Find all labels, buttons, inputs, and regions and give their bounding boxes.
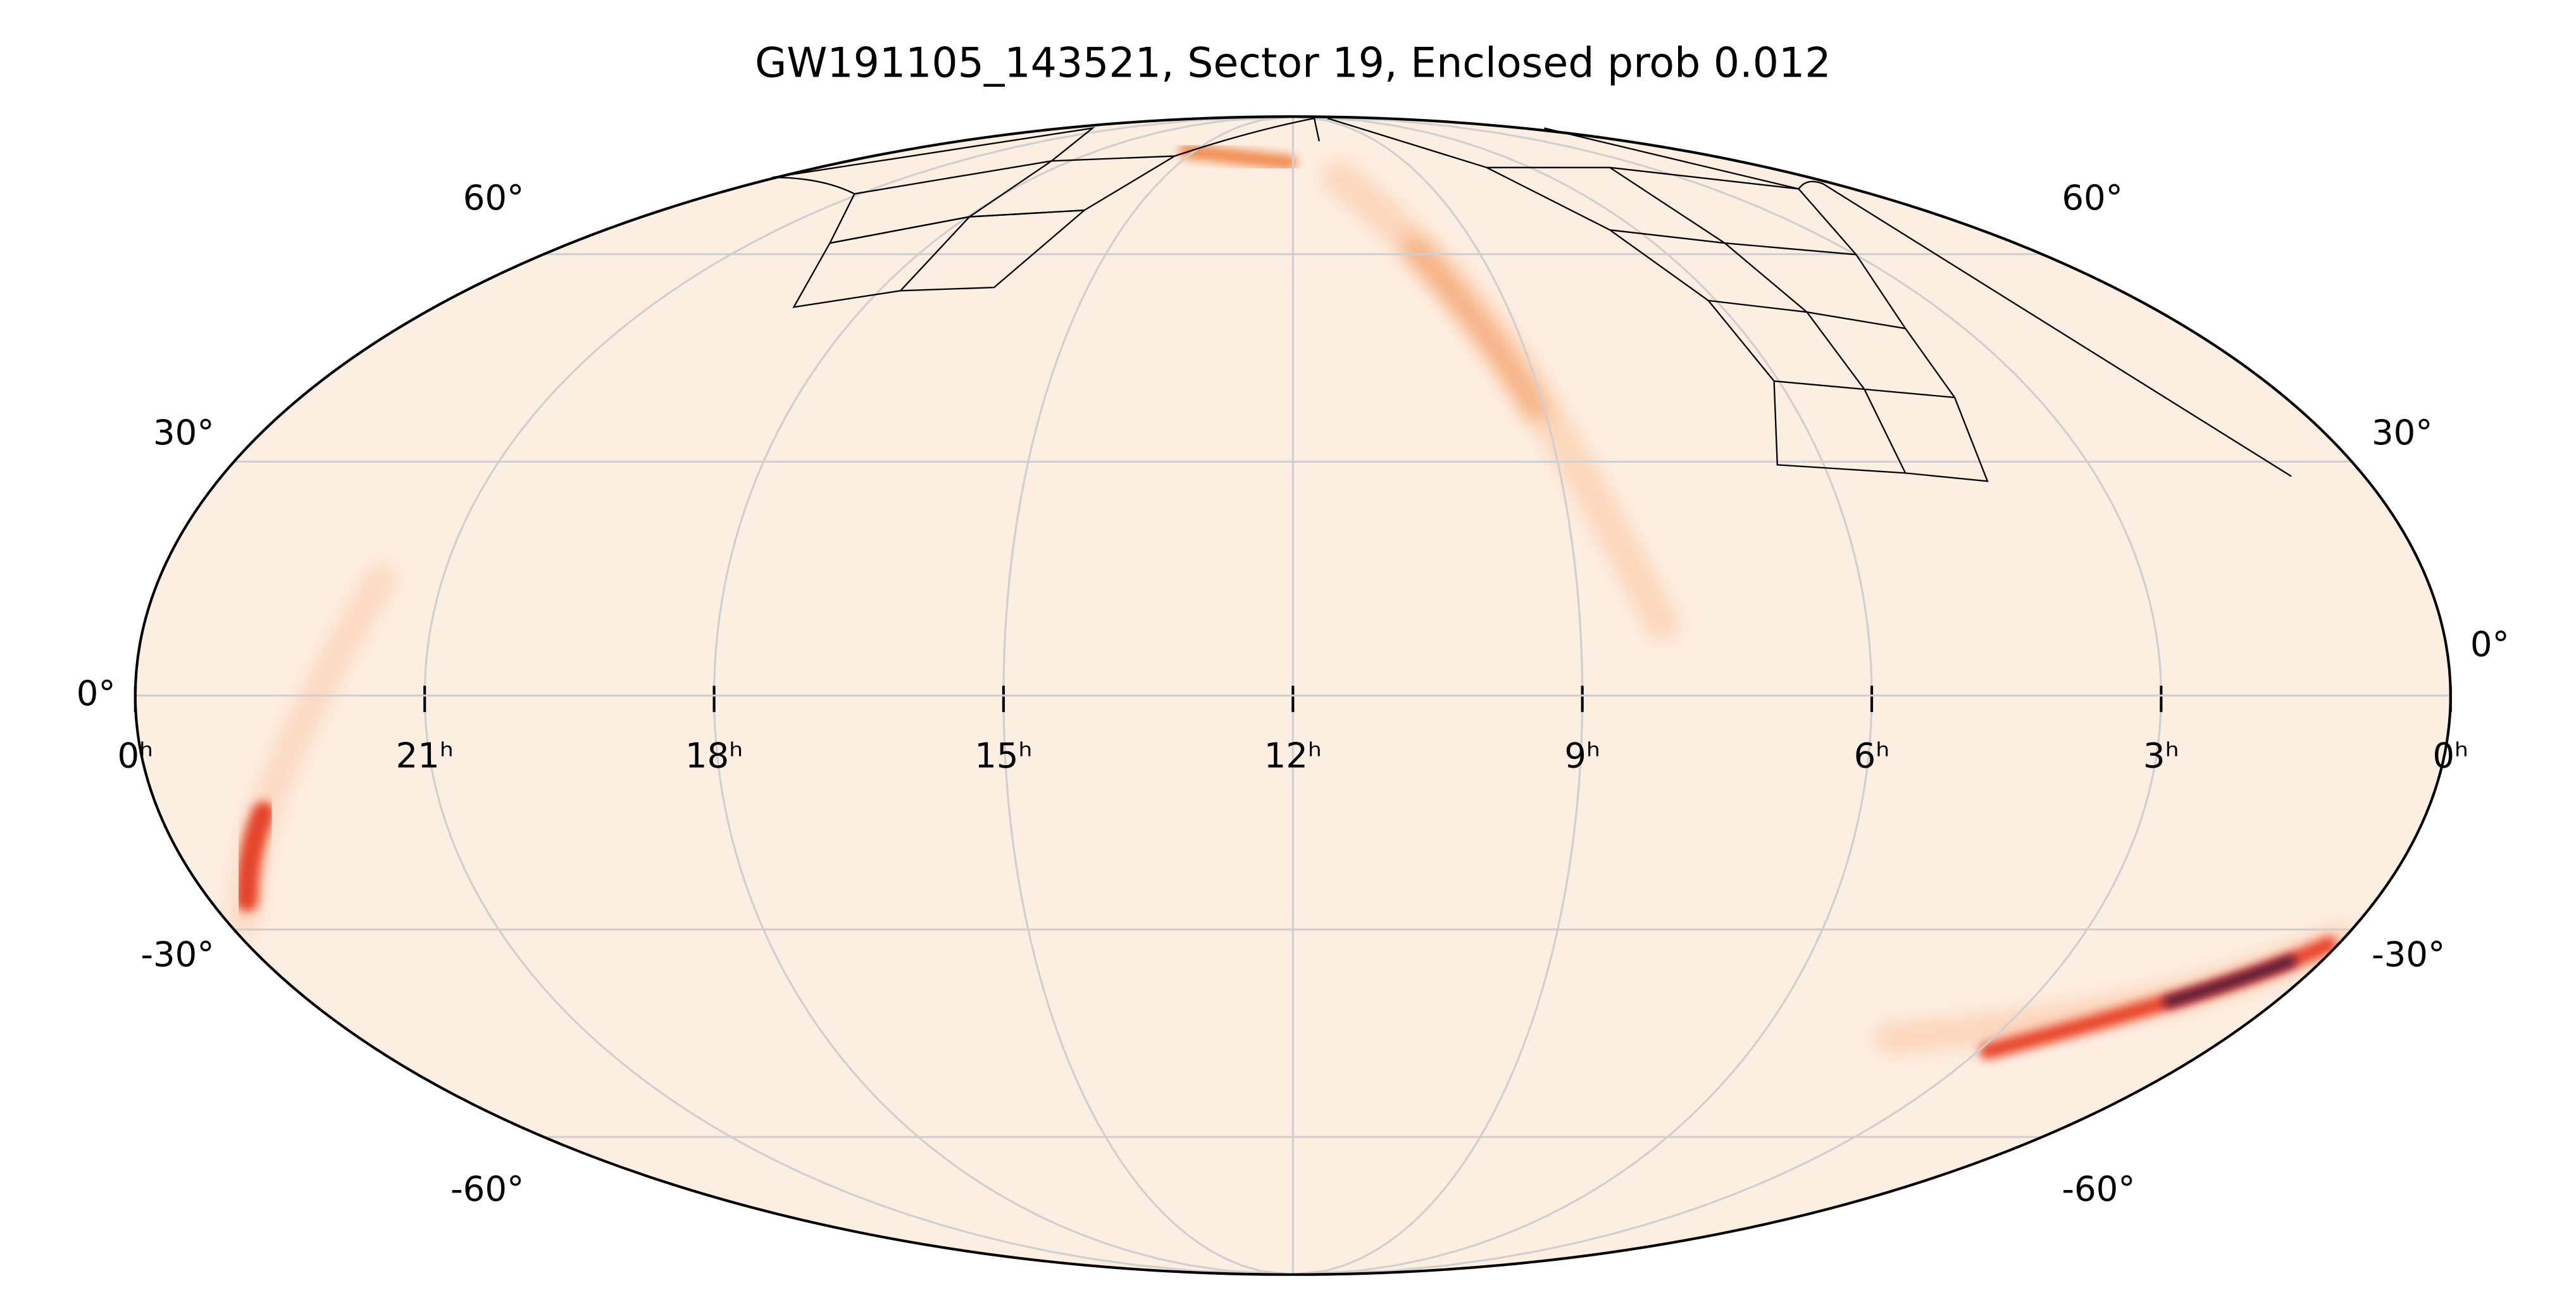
y-tick-label: -30° bbox=[140, 934, 214, 974]
probability-region bbox=[1178, 144, 1297, 170]
probability-region bbox=[2163, 956, 2296, 1007]
y-tick-label: 60° bbox=[2062, 177, 2123, 218]
y-tick-label: -60° bbox=[2062, 1168, 2135, 1209]
y-tick-label: 0° bbox=[2470, 623, 2510, 664]
x-tick-label: 3ʰ bbox=[2143, 735, 2179, 776]
probability-region bbox=[1403, 236, 1546, 421]
probability-region bbox=[235, 801, 275, 912]
x-tick-label: 6ʰ bbox=[1854, 735, 1890, 776]
chart-title: GW191105_143521, Sector 19, Enclosed pro… bbox=[755, 39, 1831, 87]
x-tick-label: 18ʰ bbox=[685, 735, 743, 776]
sector-footprint bbox=[1544, 127, 2292, 477]
x-tick-label: 0ʰ bbox=[117, 735, 153, 776]
x-tick-label: 0ʰ bbox=[2432, 735, 2468, 776]
tick-labels: 0ʰ 21ʰ 18ʰ 15ʰ 12ʰ 9ʰ 6ʰ 3ʰ 0ʰ 60° 60° 30° 30° 0° 0° -3… bbox=[77, 177, 2510, 1209]
y-tick-label: 30° bbox=[153, 412, 215, 453]
x-tick-label: 12ʰ bbox=[1264, 735, 1322, 776]
sky-boundary bbox=[134, 115, 2452, 1276]
y-tick-label: -60° bbox=[451, 1168, 524, 1209]
x-tick-label: 9ʰ bbox=[1564, 735, 1600, 776]
y-tick-label: 60° bbox=[463, 177, 525, 218]
y-tick-label: 0° bbox=[77, 673, 116, 713]
y-tick-label: 30° bbox=[2372, 412, 2433, 453]
x-tick-label: 15ʰ bbox=[974, 735, 1032, 776]
sector-footprints bbox=[772, 117, 2292, 482]
y-tick-label: -30° bbox=[2372, 934, 2445, 974]
x-tick-label: 21ʰ bbox=[395, 735, 453, 776]
sector-footprint bbox=[1174, 117, 1487, 168]
probability-map bbox=[228, 144, 2356, 1060]
sector-footprint bbox=[1486, 166, 1989, 482]
